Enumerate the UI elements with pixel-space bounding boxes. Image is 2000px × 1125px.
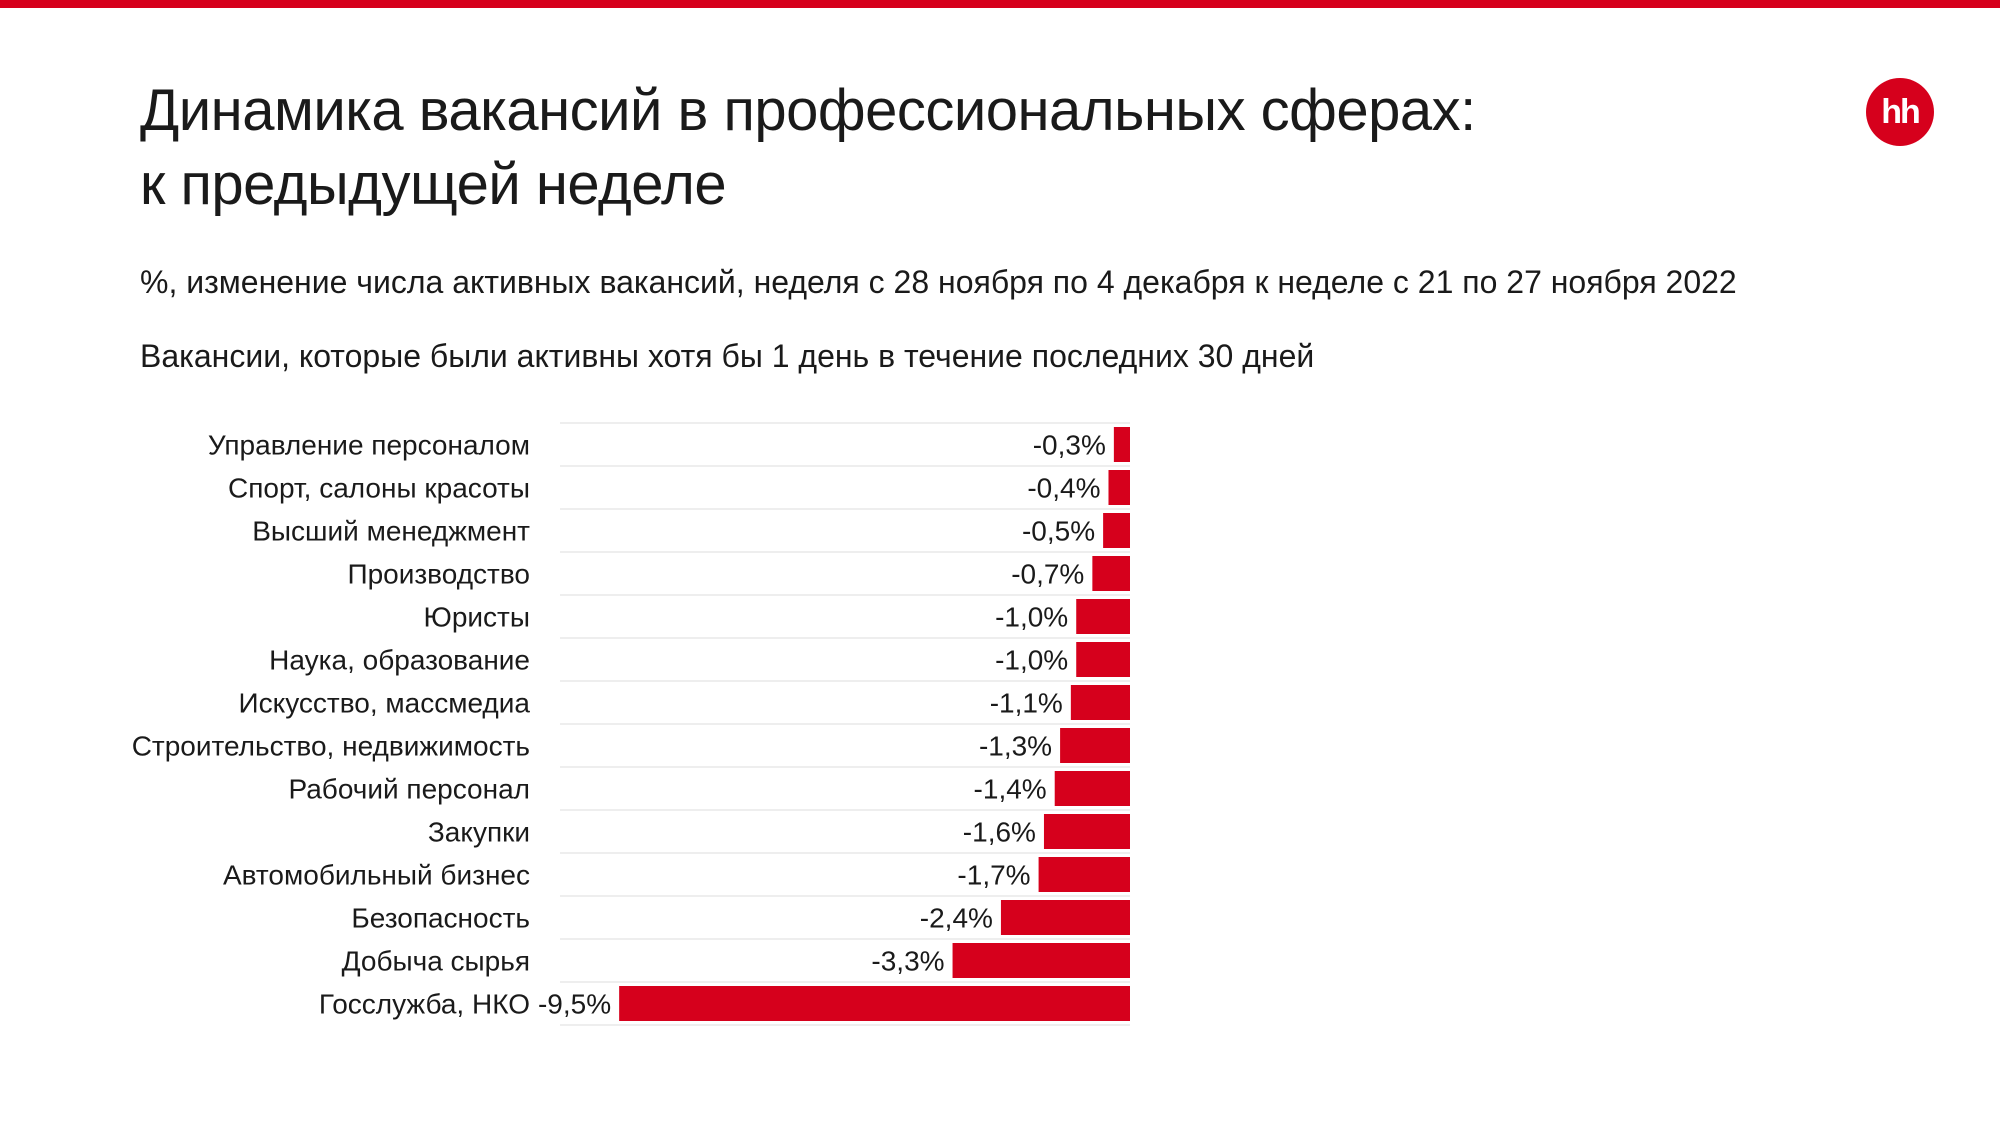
bar	[1038, 857, 1130, 892]
category-label: Производство	[347, 559, 530, 590]
value-label: -1,7%	[957, 860, 1030, 891]
category-label: Безопасность	[351, 903, 530, 934]
title-line-1: Динамика вакансий в профессиональных сфе…	[140, 78, 1476, 143]
top-accent-bar	[0, 0, 2000, 8]
category-label: Управление персоналом	[208, 430, 530, 461]
value-label: -1,6%	[963, 817, 1036, 848]
bar	[952, 943, 1130, 978]
category-label: Искусство, массмедиа	[239, 688, 531, 719]
value-label: -0,7%	[1011, 559, 1084, 590]
title-line-2: к предыдущей неделе	[140, 152, 727, 217]
value-label: -1,3%	[979, 731, 1052, 762]
bar	[1054, 771, 1130, 806]
bar	[619, 986, 1130, 1021]
bar	[1043, 814, 1130, 849]
chart-note: Вакансии, которые были активны хотя бы 1…	[140, 338, 1315, 374]
category-label: Рабочий персонал	[288, 774, 530, 805]
category-label: Автомобильный бизнес	[223, 860, 530, 891]
category-label: Высший менеджмент	[252, 516, 530, 547]
value-label: -0,5%	[1022, 516, 1095, 547]
category-label: Строительство, недвижимость	[132, 731, 530, 762]
value-label: -1,0%	[995, 645, 1068, 676]
bar	[1060, 728, 1130, 763]
bar	[1113, 427, 1130, 462]
bar	[1103, 513, 1130, 548]
chart-subtitle: %, изменение числа активных вакансий, не…	[140, 264, 1737, 300]
bar	[1092, 556, 1130, 591]
bar	[1108, 470, 1130, 505]
hh-logo: hh	[1866, 78, 1934, 146]
bar	[1076, 599, 1130, 634]
category-label: Закупки	[428, 817, 530, 848]
bar	[1070, 685, 1130, 720]
value-label: -0,3%	[1033, 430, 1106, 461]
value-label: -3,3%	[871, 946, 944, 977]
value-label: -1,0%	[995, 602, 1068, 633]
bar	[1000, 900, 1130, 935]
value-label: -2,4%	[920, 903, 993, 934]
page-title: Динамика вакансий в профессиональных сфе…	[140, 74, 1740, 222]
value-label: -0,4%	[1027, 473, 1100, 504]
category-label: Добыча сырья	[342, 946, 530, 977]
category-label: Госслужба, НКО	[319, 989, 530, 1020]
bar	[1076, 642, 1130, 677]
category-label: Юристы	[424, 602, 530, 633]
value-label: -9,5%	[538, 989, 611, 1020]
category-label: Спорт, салоны красоты	[228, 473, 530, 504]
value-label: -1,1%	[990, 688, 1063, 719]
category-label: Наука, образование	[269, 645, 530, 676]
value-label: -1,4%	[974, 774, 1047, 805]
